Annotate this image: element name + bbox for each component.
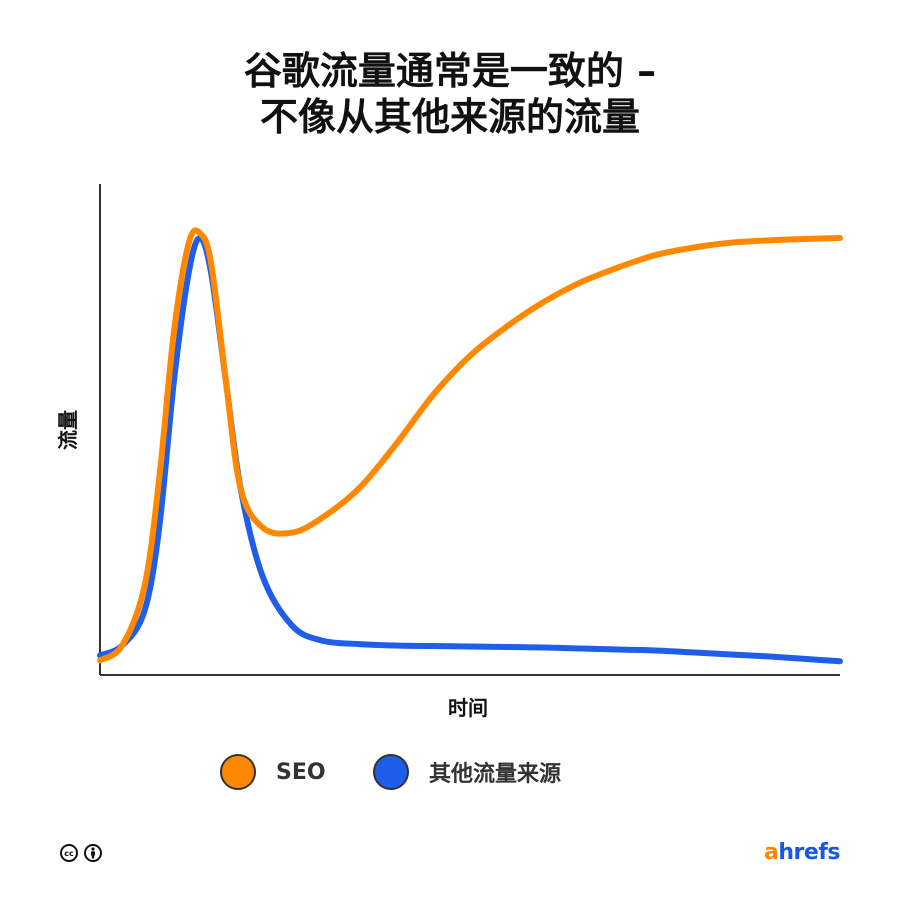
legend-swatch-seo — [220, 754, 256, 790]
title-line-2: 不像从其他来源的流量 — [259, 95, 640, 139]
ahrefs-logo: ahrefs — [764, 840, 840, 865]
license-icons: cc — [60, 844, 102, 862]
legend-label-other: 其他流量来源 — [429, 762, 562, 787]
series-line-other — [97, 235, 843, 665]
person-glyph — [91, 847, 95, 859]
y-axis-label: 流量 — [56, 410, 80, 450]
axes — [99, 184, 840, 676]
logo-text: hrefs — [778, 840, 840, 865]
legend-item-other: 其他流量来源 — [373, 754, 561, 790]
logo-letter-a: a — [764, 840, 779, 865]
legend-item-seo: SEO — [220, 754, 326, 790]
legend-swatch-other — [373, 754, 409, 790]
legend-label-seo: SEO — [276, 759, 326, 785]
cc-icon-text: cc — [64, 848, 74, 858]
title-line-1: 谷歌流量通常是一致的 – — [243, 49, 657, 93]
cc-icon: cc — [60, 844, 78, 862]
series-layer — [97, 227, 843, 665]
series-line-seo — [97, 227, 843, 664]
chart-title: 谷歌流量通常是一致的 – 不像从其他来源的流量 — [0, 48, 900, 140]
x-axis-label: 时间 — [448, 696, 488, 720]
legend: SEO 其他流量来源 — [0, 754, 900, 796]
attribution-icon — [84, 844, 102, 862]
